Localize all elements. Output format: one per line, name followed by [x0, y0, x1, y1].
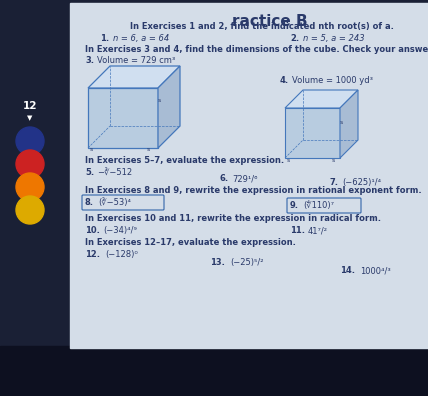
Text: ractice B: ractice B [232, 14, 308, 29]
Text: s: s [89, 147, 92, 152]
Polygon shape [88, 88, 158, 148]
Text: In Exercises 10 and 11, rewrite the expression in radical form.: In Exercises 10 and 11, rewrite the expr… [85, 214, 381, 223]
Text: 1000⁴/³: 1000⁴/³ [360, 266, 391, 275]
Circle shape [16, 150, 44, 178]
Text: s: s [286, 158, 290, 163]
Text: (−128)⁰: (−128)⁰ [105, 250, 138, 259]
Text: n = 6, a = 64: n = 6, a = 64 [113, 34, 169, 43]
Text: 2.: 2. [290, 34, 299, 43]
Text: s: s [146, 147, 150, 152]
Text: In Exercises 3 and 4, find the dimensions of the cube. Check your answer.: In Exercises 3 and 4, find the dimension… [85, 45, 428, 54]
Text: In Exercises 8 and 9, rewrite the expression in rational exponent form.: In Exercises 8 and 9, rewrite the expres… [85, 186, 422, 195]
Text: 8.: 8. [85, 198, 94, 207]
Text: 4.: 4. [280, 76, 289, 85]
Text: (−625)¹/⁴: (−625)¹/⁴ [342, 178, 381, 187]
Text: 10.: 10. [85, 226, 100, 235]
Text: (∛−53)⁴: (∛−53)⁴ [98, 198, 131, 207]
Text: 14.: 14. [340, 266, 355, 275]
Text: In Exercises 5–7, evaluate the expression.: In Exercises 5–7, evaluate the expressio… [85, 156, 284, 165]
Text: 11.: 11. [290, 226, 305, 235]
Polygon shape [158, 66, 180, 148]
Text: In Exercises 12–17, evaluate the expression.: In Exercises 12–17, evaluate the express… [85, 238, 296, 247]
Text: ▼: ▼ [27, 115, 33, 121]
Text: 7.: 7. [330, 178, 339, 187]
Text: (−34)⁴/⁹: (−34)⁴/⁹ [103, 226, 137, 235]
Circle shape [16, 173, 44, 201]
Text: 13.: 13. [210, 258, 225, 267]
Polygon shape [88, 66, 180, 88]
Text: 3.: 3. [85, 56, 94, 65]
Text: n = 5, a = 243: n = 5, a = 243 [303, 34, 365, 43]
Text: 41⁷/²: 41⁷/² [308, 226, 328, 235]
Polygon shape [340, 90, 358, 158]
Text: Volume = 1000 yd³: Volume = 1000 yd³ [292, 76, 373, 85]
Text: 6.: 6. [220, 174, 229, 183]
Text: (−25)⁵/²: (−25)⁵/² [230, 258, 264, 267]
Text: s: s [340, 120, 343, 124]
Text: 12.: 12. [85, 250, 100, 259]
Bar [70, 3, 428, 348]
Bar [0, 346, 428, 396]
Text: 12: 12 [23, 101, 37, 111]
Text: 9.: 9. [290, 201, 299, 210]
Text: s: s [158, 99, 161, 103]
Text: Volume = 729 cm³: Volume = 729 cm³ [97, 56, 175, 65]
Text: s: s [331, 158, 335, 163]
Text: (∜110)⁷: (∜110)⁷ [303, 201, 334, 210]
Text: −∛−512: −∛−512 [97, 168, 132, 177]
Circle shape [16, 196, 44, 224]
Bar [0, 0, 75, 396]
Polygon shape [285, 90, 358, 108]
Text: 1.: 1. [100, 34, 109, 43]
Text: 729¹/⁶: 729¹/⁶ [232, 174, 258, 183]
Text: 5.: 5. [85, 168, 94, 177]
Polygon shape [285, 108, 340, 158]
Circle shape [16, 127, 44, 155]
Text: In Exercises 1 and 2, find the indicated nth root(s) of a.: In Exercises 1 and 2, find the indicated… [130, 22, 394, 31]
